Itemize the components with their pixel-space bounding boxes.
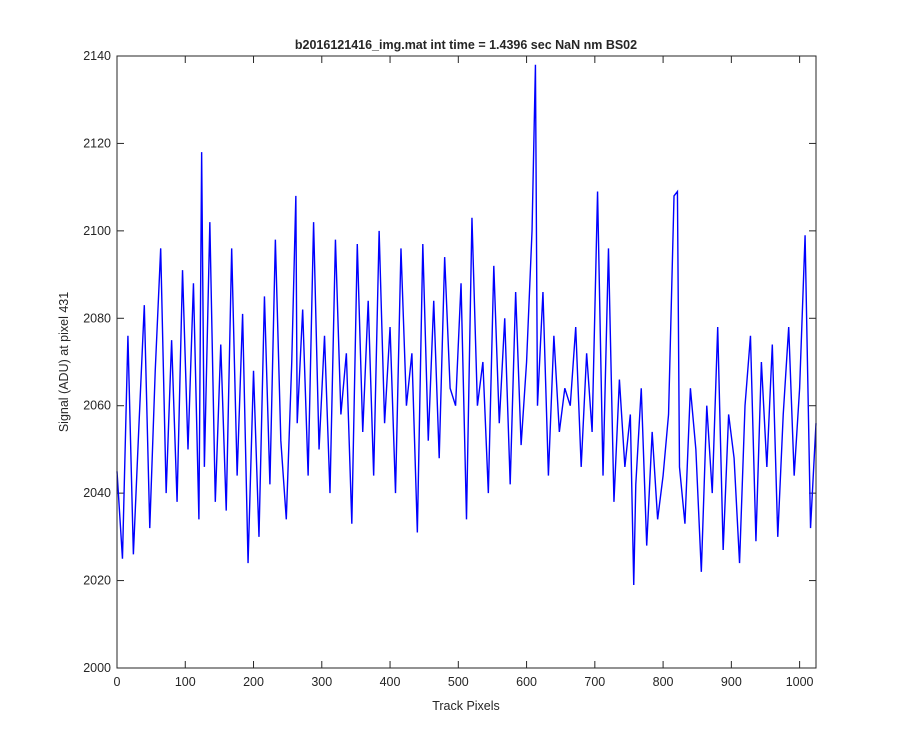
series-line <box>116 64 817 585</box>
axes-box <box>116 55 817 669</box>
chart-title: b2016121416_img.mat int time = 1.4396 se… <box>295 38 637 52</box>
y-axis-label: Signal (ADU) at pixel 431 <box>57 292 71 432</box>
x-tick-label: 600 <box>516 675 537 689</box>
x-tick-label: 0 <box>114 675 121 689</box>
plot-area <box>117 56 816 668</box>
y-tick-label: 2060 <box>83 399 111 413</box>
x-tick-label: 400 <box>380 675 401 689</box>
tick-marks <box>116 55 816 669</box>
x-tick-label: 900 <box>721 675 742 689</box>
y-tick-label: 2120 <box>83 136 111 150</box>
y-tick-label: 2080 <box>83 311 111 325</box>
x-tick-label: 800 <box>653 675 674 689</box>
x-axis-label: Track Pixels <box>432 699 500 713</box>
y-tick-label: 2100 <box>83 224 111 238</box>
y-tick-label: 2140 <box>83 49 111 63</box>
x-tick-label: 100 <box>175 675 196 689</box>
x-tick-label: 200 <box>243 675 264 689</box>
tick-labels: 0 100 200 300 400 500 600 700 800 900 1000 2000 2020… <box>83 49 813 689</box>
series-layer <box>116 64 817 585</box>
x-tick-label: 700 <box>584 675 605 689</box>
y-tick-label: 2040 <box>83 486 111 500</box>
x-tick-label: 1000 <box>786 675 814 689</box>
x-tick-label: 300 <box>311 675 332 689</box>
y-tick-label: 2000 <box>83 661 111 675</box>
y-tick-label: 2020 <box>83 574 111 588</box>
x-tick-label: 500 <box>448 675 469 689</box>
